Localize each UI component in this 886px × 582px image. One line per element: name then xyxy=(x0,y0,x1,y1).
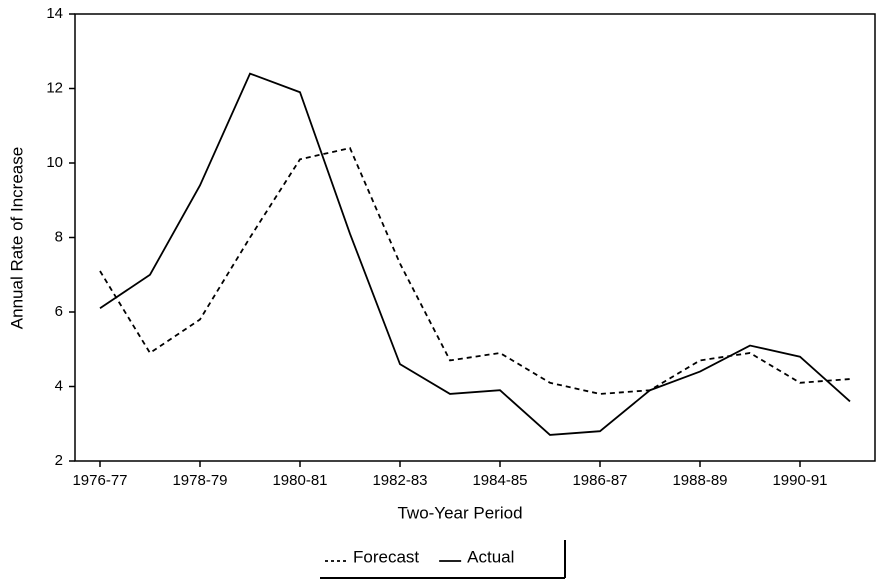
line-series xyxy=(99,147,851,395)
x-axis-title: Two-Year Period xyxy=(397,503,522,522)
y-tick-label: 14 xyxy=(46,5,63,22)
x-tick-label: 1976-77 xyxy=(72,472,127,489)
x-tick-label: 1980-81 xyxy=(272,472,327,489)
x-tick-label: 1978-79 xyxy=(172,472,227,489)
x-tick-label: 1988-89 xyxy=(672,472,727,489)
y-tick-label: 8 xyxy=(55,228,63,245)
y-tick-label: 2 xyxy=(55,452,63,469)
x-tick-label: 1986-87 xyxy=(572,472,627,489)
y-tick-label: 10 xyxy=(46,154,63,171)
y-axis-title: Annual Rate of Increase xyxy=(7,147,26,329)
y-tick-label: 12 xyxy=(46,79,63,96)
y-tick-label: 6 xyxy=(55,303,63,320)
legend-label: Forecast xyxy=(353,547,419,566)
x-tick-label: 1982-83 xyxy=(372,472,427,489)
y-tick-label: 4 xyxy=(55,377,63,394)
x-tick-label: 1990-91 xyxy=(772,472,827,489)
legend-label: Actual xyxy=(467,547,514,566)
x-tick-label: 1984-85 xyxy=(472,472,527,489)
plot-frame xyxy=(74,13,876,462)
line-series xyxy=(99,72,851,436)
